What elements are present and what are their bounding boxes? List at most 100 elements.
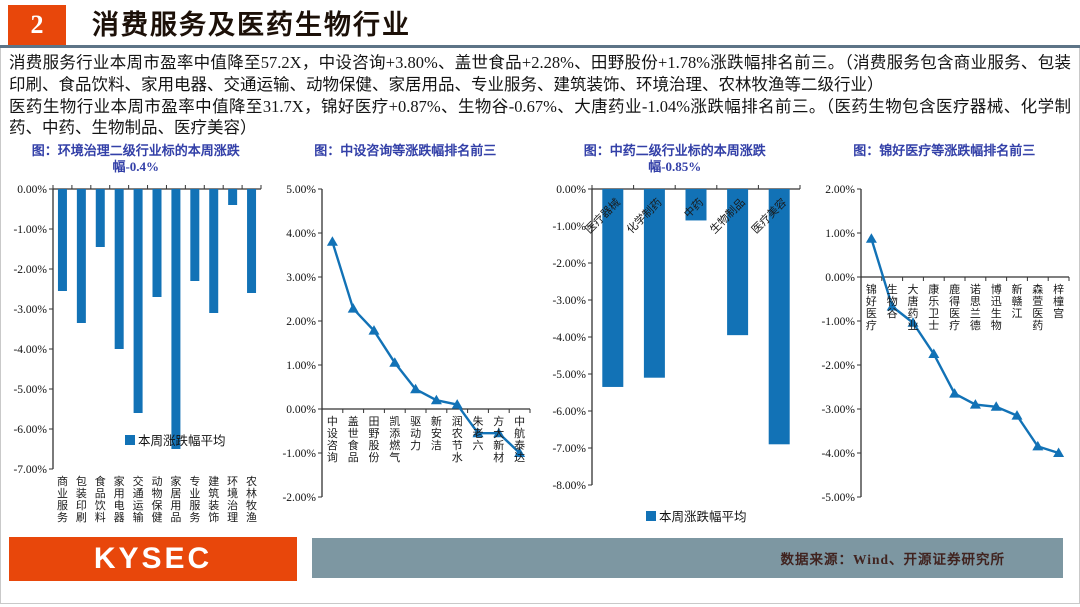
- y-tick-label: 3.00%: [287, 272, 317, 284]
- category-label: 动物保健: [151, 475, 162, 524]
- bar: [190, 189, 200, 282]
- chart-svg: 5.00% 4.00% 3.00% 2.00% 1.00% 0.00% -1.00% -2.0…: [283, 184, 531, 504]
- bar: [227, 189, 237, 206]
- bar: [768, 189, 790, 445]
- y-tick-label: -2.00%: [822, 360, 856, 372]
- data-point: [886, 301, 898, 311]
- category-label: 森萱医药: [1033, 282, 1044, 332]
- category-label: 博迅生物: [991, 283, 1002, 332]
- category-label: 农林牧渔: [246, 474, 257, 524]
- y-tick-label: 2.00%: [826, 184, 856, 196]
- category-label: 中设咨询: [327, 415, 338, 464]
- y-tick-label: 5.00%: [287, 184, 317, 196]
- y-tick-label: -5.00%: [552, 369, 586, 381]
- summary-paragraph-pharma: 医药生物行业本周市盈率中值降至31.7X，锦好医疗+0.87%、生物谷-0.67…: [9, 96, 1071, 138]
- bar: [685, 189, 707, 221]
- category-label: 田野股份: [369, 416, 380, 464]
- charts-row: 图：环境治理二级行业标的本周涨跌幅-0.4% 0.00% -1.00% -2.00%…: [1, 141, 1079, 535]
- y-tick-label: -1.00%: [13, 224, 47, 236]
- data-point: [907, 317, 919, 327]
- footer-band: 数据来源：Wind、开源证券研究所: [312, 538, 1063, 579]
- data-point: [389, 357, 401, 367]
- chart-canvas: 0.00% -1.00% -2.00% -3.00% -4.00% -5.00% -6.00…: [3, 177, 269, 535]
- data-point: [347, 303, 359, 313]
- category-label: 专业服务: [189, 474, 200, 524]
- slide-header: 2 消费服务及医药生物行业: [0, 0, 1080, 48]
- category-label: 交通运输: [132, 474, 143, 524]
- category-label: 锦好医疗: [866, 282, 877, 332]
- y-tick-label: -3.00%: [552, 295, 586, 307]
- data-point: [368, 325, 380, 335]
- data-point: [451, 399, 463, 409]
- y-tick-label: -1.00%: [822, 316, 856, 328]
- category-label: 新安洁: [431, 414, 442, 452]
- data-point: [493, 427, 505, 438]
- legend-label: 本周涨跌幅平均: [659, 509, 747, 524]
- category-label: 凯添燃气: [390, 415, 401, 464]
- bar: [726, 189, 748, 336]
- y-tick-label: -1.00%: [283, 448, 317, 460]
- y-tick-label: -4.00%: [552, 332, 586, 344]
- y-tick-label: -3.00%: [13, 304, 47, 316]
- chart-pharma-subsectors-bar: 图：中药二级行业标的本周涨跌幅-0.85% 0.00% -1.00% -2.00% -…: [540, 141, 810, 535]
- category-label: 梓橦宫: [1053, 282, 1064, 320]
- y-tick-label: 0.00%: [826, 272, 856, 284]
- page-title: 消费服务及医药生物行业: [92, 10, 411, 40]
- data-point: [866, 233, 878, 243]
- y-tick-label: 0.00%: [17, 184, 47, 196]
- y-tick-label: -4.00%: [822, 448, 856, 460]
- category-label: 润农节水: [452, 414, 463, 464]
- data-point: [1053, 447, 1065, 458]
- category-label: 家居用品: [170, 474, 181, 524]
- bar: [95, 189, 105, 248]
- y-tick-label: 0.00%: [556, 184, 586, 196]
- data-point: [514, 447, 526, 458]
- category-label: 家用电器: [113, 474, 124, 524]
- bar: [114, 189, 124, 350]
- y-tick-label: -8.00%: [552, 480, 586, 492]
- data-point: [431, 394, 443, 405]
- chart-svg: 0.00% -1.00% -2.00% -3.00% -4.00% -5.00% -6.00…: [552, 184, 801, 524]
- category-label: 包装印刷: [76, 475, 87, 524]
- category-label: 大唐药业: [908, 282, 919, 332]
- bar: [171, 189, 181, 450]
- chart-consumer-top-stocks-line: 图：中设咨询等涨跌幅排名前三 5.00% 4.00% 3.00% 2.00% 1.00%…: [271, 141, 541, 535]
- y-tick-label: 1.00%: [287, 360, 317, 372]
- bar: [76, 189, 86, 324]
- data-point: [327, 236, 339, 246]
- chart-title: 图：环境治理二级行业标的本周涨跌幅-0.4%: [31, 143, 240, 175]
- summary-paragraph-consumer: 消费服务行业本周市盈率中值降至57.2X，中设咨询+3.80%、盖世食品+2.2…: [9, 53, 1071, 94]
- chart-title: 图：锦好医疗等涨跌幅排名前三: [853, 143, 1036, 159]
- y-tick-label: 0.00%: [287, 404, 317, 416]
- y-tick-label: -6.00%: [13, 424, 47, 436]
- bar: [643, 189, 665, 378]
- kysec-logo: KYSEC: [9, 537, 297, 582]
- y-tick-label: -2.00%: [13, 264, 47, 276]
- y-tick-label: -2.00%: [552, 258, 586, 270]
- category-label: 中航泰达: [514, 415, 525, 464]
- y-tick-label: 4.00%: [287, 228, 317, 240]
- data-point: [949, 388, 961, 398]
- data-line: [331, 241, 521, 454]
- data-point: [970, 399, 982, 409]
- data-point: [928, 348, 940, 359]
- category-label: 盖世食品: [348, 414, 359, 464]
- y-tick-label: 1.00%: [826, 228, 856, 240]
- summary-text: 消费服务行业本周市盈率中值降至57.2X，中设咨询+3.80%、盖世食品+2.2…: [1, 48, 1079, 139]
- bar: [152, 189, 162, 298]
- category-label: 商业服务: [57, 474, 68, 524]
- category-label: 鹿得医疗: [949, 282, 960, 332]
- y-tick-label: -7.00%: [552, 443, 586, 455]
- chart-canvas: 0.00% -1.00% -2.00% -3.00% -4.00% -5.00% -6.00…: [542, 177, 808, 535]
- category-label: 朱老六: [473, 415, 484, 452]
- category-label: 方大新材: [494, 414, 505, 464]
- content-area: 消费服务行业本周市盈率中值降至57.2X，中设咨询+3.80%、盖世食品+2.2…: [0, 48, 1080, 604]
- data-point: [410, 383, 422, 394]
- data-point: [1032, 440, 1044, 451]
- category-label: 驱动力: [410, 415, 421, 452]
- bar: [208, 189, 218, 314]
- category-label: 环境治理: [227, 476, 238, 524]
- page-number-badge: 2: [8, 4, 66, 45]
- bar: [133, 189, 143, 414]
- chart-canvas: 5.00% 4.00% 3.00% 2.00% 1.00% 0.00% -1.00% -2.0…: [272, 177, 538, 535]
